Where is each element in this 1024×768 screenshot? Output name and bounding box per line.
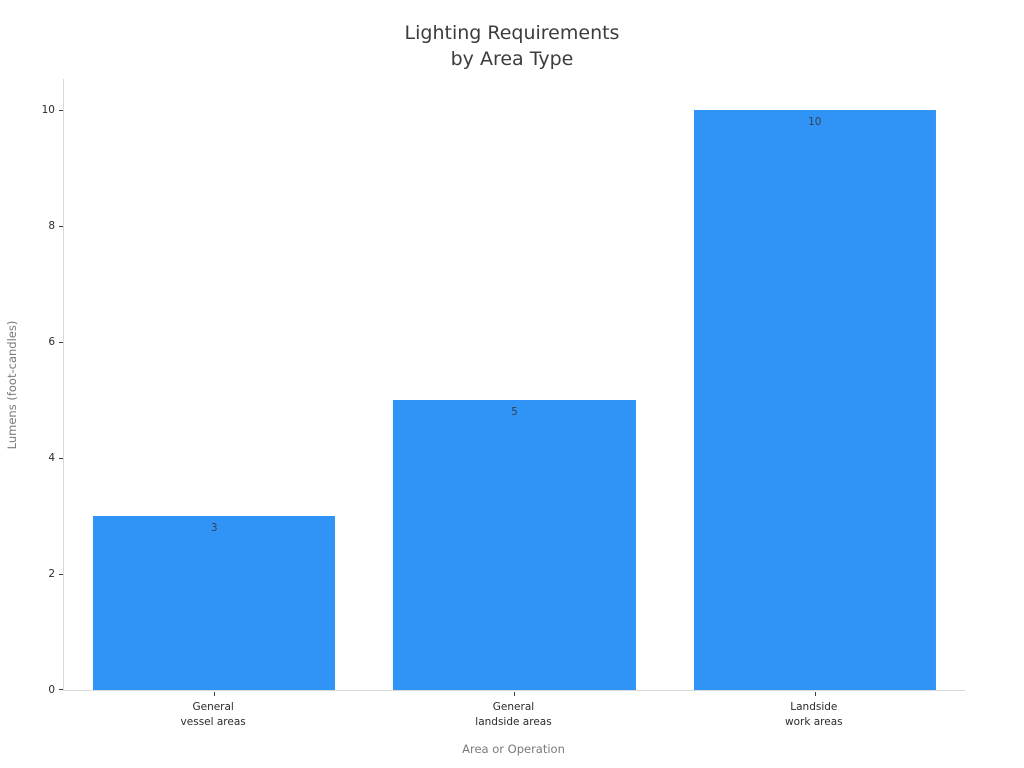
chart-title: Lighting Requirements by Area Type [0,20,1024,72]
y-tick-mark [59,457,63,459]
category-label: General landside areas [475,701,552,728]
y-tick-mark [59,225,63,227]
x-tick-mark [214,692,216,696]
category-label: General vessel areas [180,701,246,728]
bar-slot: 3 [64,79,364,696]
bar: 5 [393,400,636,690]
plot-area: 3 5 10 0 2 4 6 8 10 [42,79,965,696]
y-tick-mark [59,689,63,690]
y-axis-title: Lumens (foot-candles) [5,320,19,450]
chart-title-line-1: Lighting Requirements [404,22,620,44]
bar-slot: 10 [665,79,965,696]
bars-row: 3 5 10 [64,79,965,696]
x-tick-mark [814,692,816,696]
y-tick-mark [59,341,63,343]
bar: 3 [93,516,336,690]
category-labels: General vessel areas General landside are… [63,700,964,730]
y-tick-mark [59,109,63,111]
y-tick-label: 0 [48,684,55,696]
bar-value-label: 3 [210,522,218,534]
y-tick-label: 4 [48,452,55,464]
x-tick-mark [514,692,516,696]
y-tick-label: 8 [48,220,55,232]
y-tick-mark [59,573,63,575]
bar-value-label: 10 [808,116,822,128]
y-tick-label: 2 [48,568,55,580]
bar: 10 [693,110,936,690]
category-label: Landside work areas [785,701,843,728]
chart-title-line-2: by Area Type [450,48,574,70]
y-tick-label: 6 [48,336,55,348]
bar-value-label: 5 [511,406,518,418]
y-tick-label: 10 [41,104,55,116]
x-axis-title: Area or Operation [462,742,565,756]
bar-slot: 5 [364,79,664,696]
